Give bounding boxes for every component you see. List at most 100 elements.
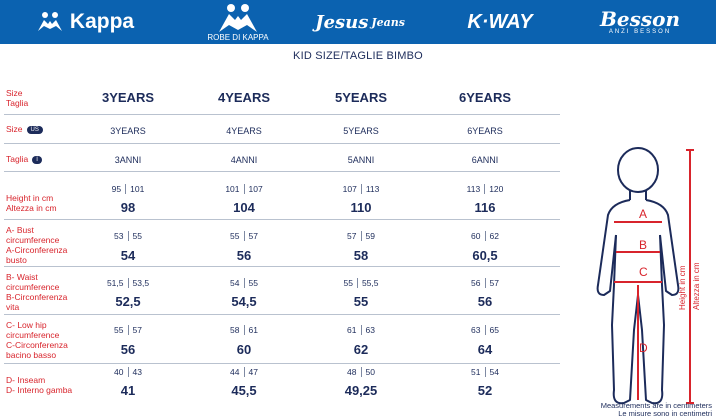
bust-high: 62 (489, 231, 499, 241)
inseam-value: 52 (477, 383, 493, 398)
figure-label-d: D (639, 341, 648, 355)
hip-high: 61 (248, 325, 258, 335)
label-waist-3: B-Circonferenza (6, 292, 68, 302)
it-size-cell: 3ANNI (114, 155, 142, 165)
label-hip-2: circumference (6, 330, 60, 340)
waist-high: 57 (489, 278, 499, 288)
hip-value: 56 (120, 342, 136, 357)
label-bust: A- Bust circumference A-Circonferenza bu… (6, 225, 67, 265)
inseam-high: 50 (365, 367, 375, 377)
hip-range: 61 63 (306, 325, 416, 335)
inseam-value: 49,25 (344, 383, 378, 398)
kappa-wordmark: Kappa (69, 10, 135, 33)
hip-value: 64 (477, 342, 493, 357)
it-size-cell: 5ANNI (347, 155, 375, 165)
besson-wordmark: Besson (599, 7, 681, 31)
waist-range: 51,5 53,5 (73, 278, 183, 288)
column-header: 6YEARS (458, 90, 512, 105)
waist-low: 51,5 (106, 278, 124, 288)
label-height-en: Height in cm (6, 193, 54, 203)
note-en: Measurements are in centimeters (600, 401, 712, 410)
hip-range: 58 61 (189, 325, 299, 335)
row-divider (4, 143, 560, 144)
note-it: Le misure sono in centimetri (618, 409, 712, 418)
height-high: 101 (130, 184, 145, 194)
label-waist-1: B- Waist (6, 272, 38, 282)
height-range: 101 107 (189, 184, 299, 194)
waist-low: 55 (343, 278, 353, 288)
label-size-taglia: Size Taglia (6, 88, 28, 108)
child-silhouette-icon (596, 147, 694, 405)
jesus-jeans-logo: Jesus Jeans (305, 0, 415, 44)
inseam-range: 40 43 (73, 367, 183, 377)
height-range: 107 113 (306, 184, 416, 194)
label-hip: C- Low hip circumference C-Circonferenza… (6, 320, 68, 360)
inseam-high: 43 (132, 367, 142, 377)
inseam-low: 48 (347, 367, 357, 377)
height-range: 95 101 (73, 184, 183, 194)
us-badge: US (26, 125, 43, 134)
bust-high: 55 (132, 231, 142, 241)
waist-range: 54 55 (189, 278, 299, 288)
bust-value: 56 (236, 248, 252, 263)
row-divider (4, 219, 560, 220)
us-size-cell: 4YEARS (226, 126, 262, 136)
figure-height-en: Height in cm (678, 265, 687, 310)
label-inseam-1: D- Inseam (6, 375, 46, 385)
label-size-us-text: Size (6, 124, 23, 134)
it-badge: I (32, 155, 42, 164)
label-inseam: D- Inseam D- Interno gamba (6, 375, 72, 395)
bust-low: 60 (471, 231, 481, 241)
hip-low: 63 (471, 325, 481, 335)
robe-omini-icon (219, 3, 257, 32)
figure-label-a: A (639, 207, 648, 221)
waist-low: 54 (230, 278, 240, 288)
waist-value: 52,5 (115, 294, 141, 309)
jesus-wordmark: Jesus (315, 11, 369, 33)
label-bust-3: A-Circonferenza (6, 245, 68, 255)
label-height: Height in cm Altezza in cm (6, 193, 57, 213)
height-high: 107 (248, 184, 263, 194)
bust-value: 58 (353, 248, 369, 263)
label-taglia: Taglia (6, 98, 29, 108)
waist-low: 56 (471, 278, 481, 288)
jeans-wordmark: Jeans (371, 15, 405, 29)
inseam-range: 48 50 (306, 367, 416, 377)
bust-range: 55 57 (189, 231, 299, 241)
label-hip-3: C-Circonferenza (6, 340, 68, 350)
bust-value: 60,5 (472, 248, 498, 263)
waist-range: 56 57 (430, 278, 540, 288)
brand-banner: Kappa ROBE DI KAPPA Jesus Jeans K·WAY Be… (0, 0, 716, 44)
body-measurement-figure: A B C D Height in cm Altezza in cm (590, 145, 701, 410)
bust-low: 55 (230, 231, 240, 241)
label-bust-1: A- Bust (6, 225, 34, 235)
hip-high: 65 (489, 325, 499, 335)
bust-range: 60 62 (430, 231, 540, 241)
inseam-value: 45,5 (231, 383, 257, 398)
waist-high: 53,5 (132, 278, 150, 288)
kappa-logo: Kappa (10, 0, 160, 44)
figure-label-c: C (639, 265, 648, 279)
robe-wordmark: ROBE DI KAPPA (207, 32, 269, 42)
it-size-cell: 4ANNI (230, 155, 258, 165)
inseam-low: 51 (471, 367, 481, 377)
besson-subline: ANZI BESSON (608, 29, 672, 35)
besson-logo: Besson ANZI BESSON (575, 0, 705, 44)
waist-range: 55 55,5 (306, 278, 416, 288)
hip-range: 63 65 (430, 325, 540, 335)
waist-value: 56 (477, 294, 493, 309)
label-taglia-it: Taglia I (6, 154, 42, 164)
height-value: 110 (350, 200, 372, 215)
hip-range: 55 57 (73, 325, 183, 335)
kappa-omini-icon (37, 12, 62, 31)
row-divider (4, 171, 560, 172)
waist-high: 55 (248, 278, 258, 288)
height-low: 101 (225, 184, 240, 194)
height-low: 107 (342, 184, 357, 194)
hip-low: 58 (230, 325, 240, 335)
hip-high: 63 (365, 325, 375, 335)
label-size-us: Size US (6, 124, 43, 134)
height-value: 116 (474, 200, 496, 215)
waist-value: 55 (353, 294, 369, 309)
height-value: 98 (120, 200, 136, 215)
